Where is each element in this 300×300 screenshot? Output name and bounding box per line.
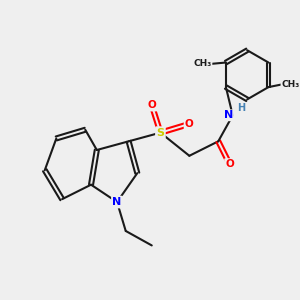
Text: S: S	[156, 128, 164, 138]
Text: CH₃: CH₃	[194, 59, 212, 68]
Text: N: N	[112, 197, 122, 207]
Text: O: O	[147, 100, 156, 110]
Text: H: H	[237, 103, 245, 113]
Text: N: N	[224, 110, 233, 120]
Text: O: O	[226, 160, 234, 170]
Text: O: O	[185, 119, 194, 129]
Text: CH₃: CH₃	[281, 80, 299, 89]
